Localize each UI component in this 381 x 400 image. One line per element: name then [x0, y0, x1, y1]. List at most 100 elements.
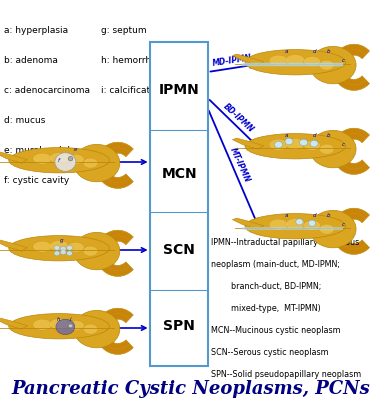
Text: MCN--Mucinous cystic neoplasm: MCN--Mucinous cystic neoplasm — [211, 326, 341, 335]
Ellipse shape — [310, 46, 356, 84]
Text: d: d — [312, 50, 316, 54]
Ellipse shape — [9, 148, 109, 173]
Ellipse shape — [67, 154, 84, 164]
Ellipse shape — [83, 246, 98, 256]
Ellipse shape — [286, 218, 305, 230]
Polygon shape — [96, 142, 133, 188]
Text: SCN--Serous cystic neoplasm: SCN--Serous cystic neoplasm — [211, 348, 329, 357]
Ellipse shape — [319, 60, 334, 70]
Text: a: a — [285, 133, 288, 138]
Text: b: adenoma: b: adenoma — [4, 56, 58, 65]
Polygon shape — [332, 208, 370, 254]
Ellipse shape — [83, 158, 98, 168]
Ellipse shape — [33, 241, 52, 252]
Ellipse shape — [74, 232, 120, 270]
FancyBboxPatch shape — [150, 42, 208, 366]
Ellipse shape — [33, 153, 52, 164]
Text: g: septum: g: septum — [101, 26, 147, 35]
Text: neoplasm (main-duct, MD-IPMN;: neoplasm (main-duct, MD-IPMN; — [211, 260, 341, 269]
Text: e: e — [74, 148, 77, 152]
Polygon shape — [332, 128, 370, 174]
Ellipse shape — [67, 242, 84, 252]
Text: branch-duct, BD-IPMN;: branch-duct, BD-IPMN; — [211, 282, 322, 291]
Polygon shape — [332, 44, 370, 90]
Ellipse shape — [60, 246, 66, 251]
Polygon shape — [0, 240, 27, 251]
Ellipse shape — [296, 219, 303, 225]
Ellipse shape — [286, 138, 305, 150]
Polygon shape — [96, 308, 133, 354]
Ellipse shape — [286, 54, 305, 66]
Text: a: hyperplasia: a: hyperplasia — [4, 26, 68, 35]
Ellipse shape — [54, 251, 60, 256]
Text: b: b — [327, 50, 331, 54]
Ellipse shape — [9, 314, 109, 339]
Text: c: c — [342, 58, 345, 63]
Ellipse shape — [9, 236, 109, 261]
Text: h: h — [57, 317, 61, 322]
Text: IPMN: IPMN — [159, 83, 199, 97]
Ellipse shape — [56, 319, 75, 334]
Ellipse shape — [285, 138, 293, 145]
Ellipse shape — [275, 142, 282, 148]
Text: e: mural nodule: e: mural nodule — [4, 146, 75, 155]
Ellipse shape — [304, 140, 320, 150]
Ellipse shape — [74, 144, 120, 182]
Ellipse shape — [245, 214, 346, 239]
Ellipse shape — [269, 219, 288, 230]
Text: SCN: SCN — [163, 243, 195, 257]
Text: d: d — [312, 214, 316, 218]
Ellipse shape — [50, 318, 69, 330]
Ellipse shape — [319, 224, 334, 234]
Ellipse shape — [74, 310, 120, 348]
Ellipse shape — [67, 320, 84, 330]
Ellipse shape — [69, 324, 72, 327]
Ellipse shape — [300, 139, 307, 146]
Text: f: f — [58, 158, 60, 163]
Polygon shape — [96, 230, 133, 276]
Ellipse shape — [245, 134, 346, 159]
Text: Pancreatic Cystic Neoplasms, PCNs: Pancreatic Cystic Neoplasms, PCNs — [11, 380, 370, 398]
Polygon shape — [0, 318, 27, 329]
Text: a: a — [285, 50, 288, 54]
Text: i: i — [70, 317, 71, 322]
Text: IPMN--Intraductal papillary mucinous: IPMN--Intraductal papillary mucinous — [211, 238, 360, 247]
Text: mixed-type,  MT-IPMN): mixed-type, MT-IPMN) — [211, 304, 321, 313]
Ellipse shape — [310, 140, 318, 147]
Text: c: c — [342, 222, 345, 227]
Ellipse shape — [269, 139, 288, 150]
Ellipse shape — [269, 55, 288, 66]
Ellipse shape — [68, 156, 73, 161]
Ellipse shape — [54, 245, 60, 250]
Text: a: a — [285, 214, 288, 218]
Polygon shape — [0, 152, 27, 163]
Text: BD-IPMN: BD-IPMN — [221, 102, 255, 134]
Text: b: b — [327, 214, 331, 218]
Ellipse shape — [50, 240, 69, 252]
Ellipse shape — [308, 220, 316, 226]
Text: c: c — [342, 142, 345, 147]
Ellipse shape — [50, 152, 69, 164]
Text: b: b — [327, 133, 331, 138]
Ellipse shape — [310, 210, 356, 248]
Text: SPN: SPN — [163, 319, 195, 333]
Text: MD-IPMN: MD-IPMN — [212, 54, 253, 68]
Text: d: d — [312, 133, 316, 138]
Polygon shape — [232, 138, 264, 149]
Polygon shape — [232, 218, 264, 229]
Text: h: hemorrhage: h: hemorrhage — [101, 56, 168, 65]
Text: i: calcification: i: calcification — [101, 86, 164, 95]
Ellipse shape — [60, 250, 66, 255]
Ellipse shape — [67, 245, 72, 250]
Text: MT-IPMN: MT-IPMN — [228, 146, 251, 184]
Text: g: g — [59, 238, 63, 242]
Ellipse shape — [304, 220, 320, 230]
Ellipse shape — [55, 153, 76, 171]
Ellipse shape — [319, 144, 334, 154]
Text: c: adenocarcinoma: c: adenocarcinoma — [4, 86, 90, 95]
Text: f: cystic cavity: f: cystic cavity — [4, 176, 69, 185]
Polygon shape — [232, 54, 264, 65]
Ellipse shape — [310, 130, 356, 168]
Ellipse shape — [304, 56, 320, 66]
Ellipse shape — [245, 50, 346, 75]
